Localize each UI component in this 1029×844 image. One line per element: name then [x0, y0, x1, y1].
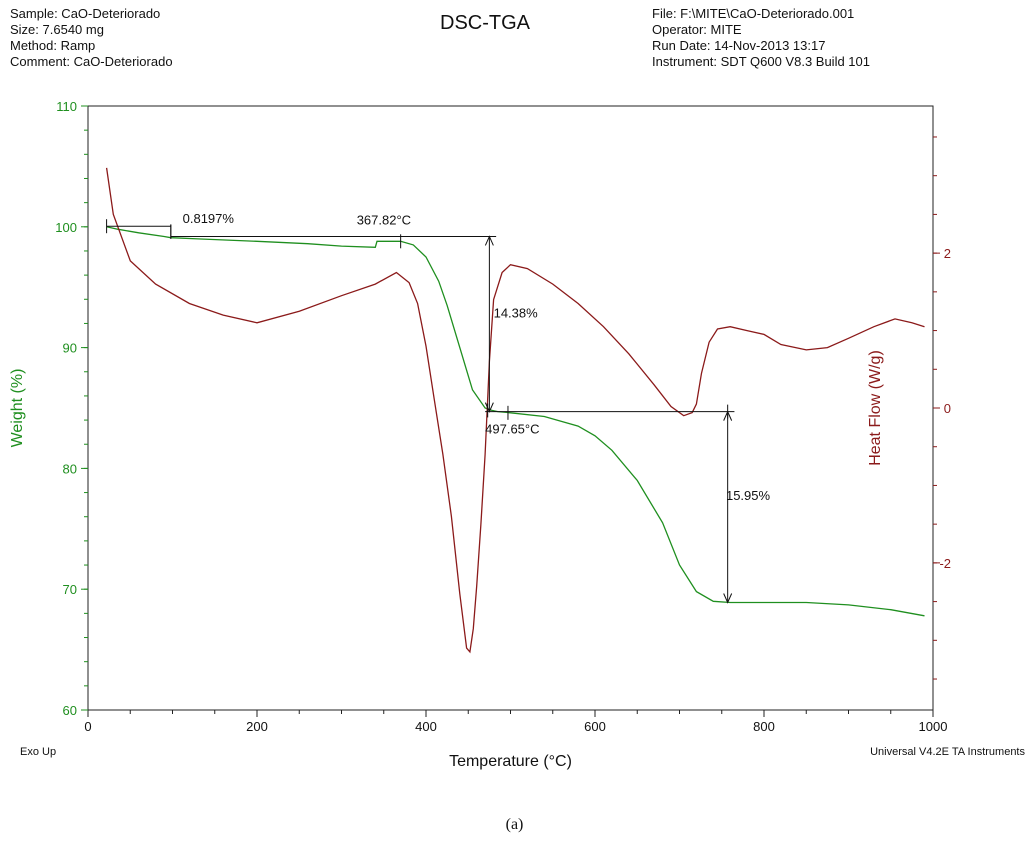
method: Method: Ramp [10, 38, 96, 53]
annotation-label: 367.82°C [357, 212, 411, 227]
exo-up-note: Exo Up [20, 746, 57, 758]
chart-title: DSC-TGA [440, 12, 530, 34]
y-right-tick-label: 0 [944, 401, 951, 416]
y-left-tick-label: 70 [63, 582, 77, 597]
software-credit: Universal V4.2E TA Instruments [870, 746, 1025, 758]
y-left-tick-label: 60 [63, 703, 77, 718]
sample-info-block: Sample: CaO-Deteriorado Size: 7.6540 mg … [10, 6, 173, 70]
plot-frame [87, 105, 934, 711]
y-right-axis-title: Heat Flow (W/g) [867, 350, 884, 466]
figure-caption: (a) [505, 816, 524, 833]
x-axis-title: Temperature (°C) [449, 753, 572, 770]
run-info-block: File: F:\MITE\CaO-Deteriorado.001 Operat… [652, 6, 870, 70]
annotation-label: 15.95% [726, 488, 771, 503]
x-tick-label: 800 [753, 719, 775, 734]
comment: Comment: CaO-Deteriorado [10, 54, 173, 69]
y-left-tick-label: 100 [55, 220, 77, 235]
y-left-axis-title: Weight (%) [9, 369, 26, 448]
step3-arrow-head-bottom [723, 593, 733, 604]
heat-flow-curve [105, 167, 925, 654]
x-tick-label: 1000 [919, 719, 948, 734]
instrument: Instrument: SDT Q600 V8.3 Build 101 [652, 54, 870, 69]
operator: Operator: MITE [652, 22, 742, 37]
x-tick-label: 600 [584, 719, 606, 734]
x-tick-label: 0 [84, 719, 91, 734]
weight-curve [106, 226, 925, 617]
y-left-tick-label: 80 [63, 461, 77, 476]
annotation-label: 14.38% [494, 305, 539, 320]
y-right-tick-label: 2 [944, 246, 951, 261]
x-tick-label: 400 [415, 719, 437, 734]
x-tick-label: 200 [246, 719, 268, 734]
sample-size: Size: 7.6540 mg [10, 22, 104, 37]
sample-name: Sample: CaO-Deteriorado [10, 6, 161, 21]
step2-arrow-head-top [484, 235, 494, 246]
y-right-tick-label: -2 [939, 556, 951, 571]
file-path: File: F:\MITE\CaO-Deteriorado.001 [652, 6, 855, 21]
step3-arrow-head-top [723, 410, 733, 421]
annotation-label: 0.8197% [183, 211, 235, 226]
run-date: Run Date: 14-Nov-2013 13:17 [652, 38, 826, 53]
annotation-label: 497.65°C [485, 421, 539, 436]
y-left-tick-label: 90 [63, 341, 77, 356]
y-left-tick-label: 110 [56, 99, 77, 114]
